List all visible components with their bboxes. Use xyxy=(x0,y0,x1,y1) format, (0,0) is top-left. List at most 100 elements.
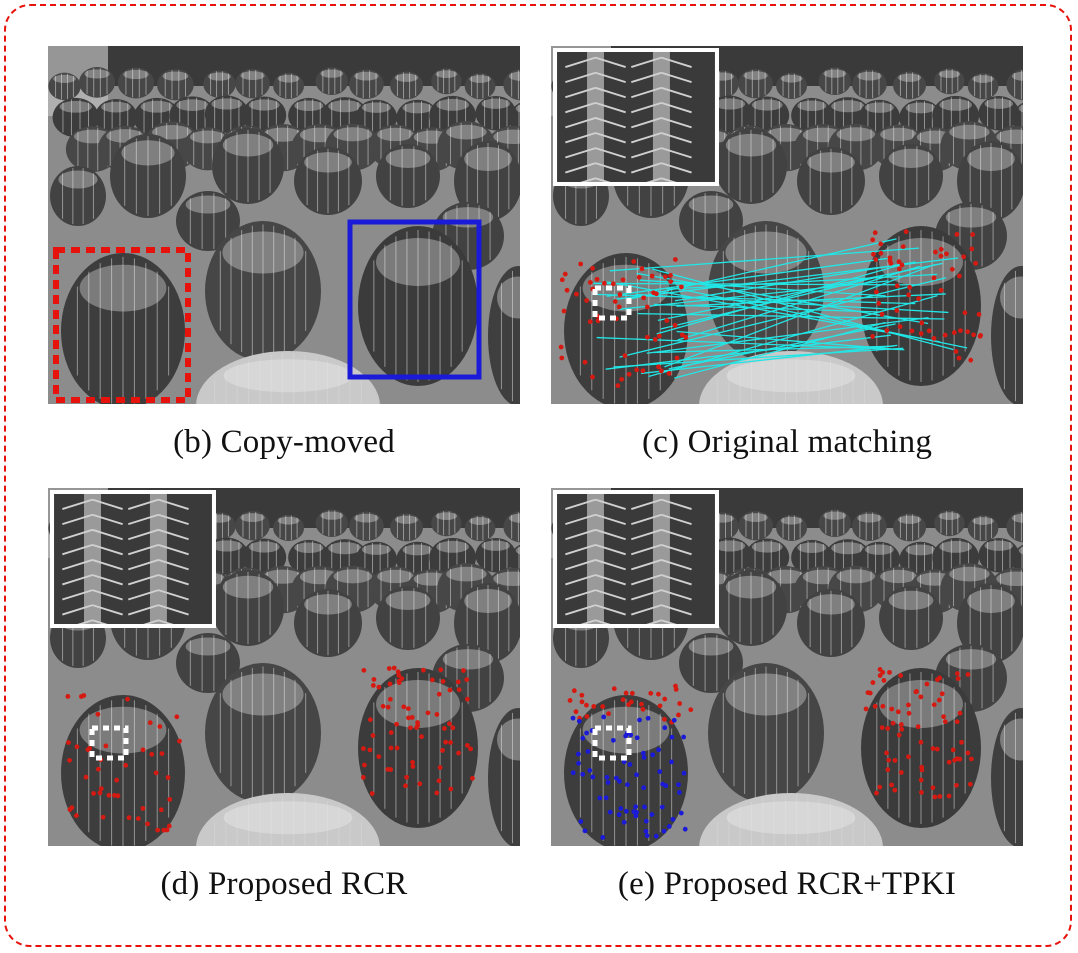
keypoint xyxy=(600,704,606,709)
keypoint xyxy=(946,759,952,765)
keypoint xyxy=(878,241,884,247)
keypoint xyxy=(878,250,884,256)
keypoint xyxy=(436,778,442,784)
keypoint xyxy=(931,702,937,708)
keypoint xyxy=(898,722,904,727)
keypoint xyxy=(613,775,619,781)
keypoint xyxy=(906,754,911,760)
keypoint xyxy=(620,697,626,703)
keypoint xyxy=(959,739,964,745)
keypoint xyxy=(676,712,681,718)
keypoint xyxy=(865,690,871,695)
keypoint xyxy=(404,774,410,780)
keypoint xyxy=(610,737,616,743)
keypoint xyxy=(415,723,421,729)
keypoint xyxy=(942,332,948,338)
panel-copy-moved xyxy=(48,46,520,404)
keypoint xyxy=(582,359,588,365)
keypoint xyxy=(955,676,961,681)
keypoint xyxy=(644,304,650,310)
keypoint xyxy=(899,262,905,268)
keypoint xyxy=(897,266,902,272)
keypoint xyxy=(161,827,167,833)
keypoint xyxy=(633,813,639,819)
keypoint xyxy=(394,721,399,727)
keypoint xyxy=(387,681,393,687)
match-line xyxy=(619,277,947,358)
keypoint xyxy=(970,232,976,237)
keypoint xyxy=(906,702,911,708)
keypoint xyxy=(159,751,165,757)
keypoint xyxy=(918,694,924,700)
keypoint xyxy=(641,295,647,301)
keypoint xyxy=(916,296,921,302)
keypoint xyxy=(954,671,960,676)
keypoint xyxy=(634,809,639,815)
keypoint xyxy=(938,253,944,259)
keypoint xyxy=(644,334,650,340)
zoom-region-marker xyxy=(89,725,129,761)
zoom-region-marker xyxy=(592,285,632,321)
keypoint xyxy=(616,304,622,310)
keypoint xyxy=(436,691,442,697)
keypoint xyxy=(100,814,106,820)
keypoint xyxy=(448,786,454,792)
keypoint xyxy=(447,687,453,693)
keypoint xyxy=(437,765,443,770)
keypoint xyxy=(95,711,101,717)
keypoint xyxy=(881,678,887,683)
keypoint xyxy=(954,719,960,725)
keypoint xyxy=(934,746,940,752)
keypoint xyxy=(443,739,449,745)
keypoint xyxy=(361,667,367,673)
keypoint xyxy=(681,734,687,740)
match-line xyxy=(653,303,883,313)
keypoint xyxy=(872,703,878,709)
keypoint xyxy=(906,710,912,716)
source-region-box xyxy=(53,247,191,403)
keypoint xyxy=(933,249,938,255)
keypoint xyxy=(640,706,646,712)
keypoint xyxy=(909,328,915,334)
keypoint xyxy=(74,813,79,818)
keypoint xyxy=(863,706,869,712)
keypoint xyxy=(590,374,595,380)
keypoint xyxy=(892,758,898,763)
keypoint xyxy=(409,715,415,720)
keypoint xyxy=(601,280,607,286)
keypoint xyxy=(562,271,568,277)
keypoint xyxy=(177,738,182,744)
keypoint xyxy=(666,371,672,376)
keypoint xyxy=(561,308,567,314)
keypoint xyxy=(456,750,461,756)
keypoint xyxy=(617,292,623,297)
caption-e: (e) Proposed RCR+TPKI xyxy=(617,866,957,902)
keypoint xyxy=(669,734,675,740)
keypoint xyxy=(677,701,683,706)
keypoint xyxy=(656,691,661,697)
keypoint xyxy=(672,257,678,262)
keypoint xyxy=(877,673,883,678)
keypoint xyxy=(941,714,947,720)
match-line xyxy=(657,262,943,322)
keypoint xyxy=(606,711,611,717)
keypoint xyxy=(937,794,943,799)
keypoint xyxy=(74,744,80,750)
keypoint xyxy=(616,812,622,818)
zoom-inset xyxy=(553,48,719,186)
keypoint xyxy=(441,726,447,731)
keypoint xyxy=(417,781,423,787)
keypoint xyxy=(584,298,590,303)
caption-c: (c) Original matching xyxy=(641,424,933,460)
match-line xyxy=(631,238,897,300)
keypoint xyxy=(643,828,649,834)
keypoint xyxy=(631,259,637,264)
keypoint xyxy=(410,764,416,769)
keypoint xyxy=(653,291,659,297)
keypoint xyxy=(604,774,610,780)
zoom-inset xyxy=(553,490,719,628)
zoom-inset xyxy=(50,490,216,628)
zoomed-spines-image xyxy=(557,52,715,182)
keypoint xyxy=(965,750,971,756)
keypoint xyxy=(656,333,662,339)
